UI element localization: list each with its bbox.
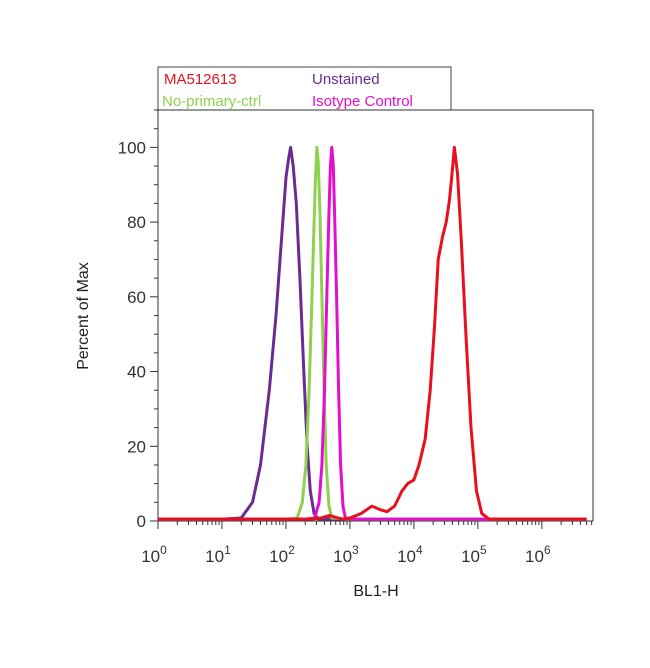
x-tick-label: 104 <box>397 543 423 566</box>
y-tick-label: 20 <box>127 437 146 456</box>
series-ma512613 <box>158 145 587 521</box>
legend-label-ma512613: MA512613 <box>164 71 237 88</box>
series-layer <box>158 145 587 521</box>
series-isotype-control <box>158 145 587 521</box>
legend-label-isotype-control: Isotype Control <box>312 93 413 110</box>
legend-label-unstained: Unstained <box>312 71 380 88</box>
y-tick-label: 0 <box>137 512 146 531</box>
x-tick-label: 100 <box>141 543 167 566</box>
x-tick-label: 105 <box>461 543 487 566</box>
y-tick-label: 40 <box>127 363 146 382</box>
x-tick-label: 101 <box>205 543 231 566</box>
plot-frame <box>157 109 594 522</box>
y-tick-label: 100 <box>118 138 146 157</box>
x-tick-label: 106 <box>525 543 551 566</box>
series-no-primary-ctrl <box>158 145 587 521</box>
x-tick-label: 103 <box>333 543 359 566</box>
x-tick-label: 102 <box>269 543 295 566</box>
y-tick-label: 80 <box>127 213 146 232</box>
y-axis: 0 20 40 60 80 100 <box>118 109 158 531</box>
legend-box <box>157 66 452 111</box>
series-unstained <box>158 145 587 521</box>
y-axis-title: Percent of Max <box>75 262 92 370</box>
y-tick-label: 60 <box>127 288 146 307</box>
legend-label-no-primary-ctrl: No-primary-ctrl <box>162 93 261 110</box>
x-axis-title: BL1-H <box>353 583 398 600</box>
x-axis: 100 101 102 103 104 105 106 <box>141 521 593 566</box>
